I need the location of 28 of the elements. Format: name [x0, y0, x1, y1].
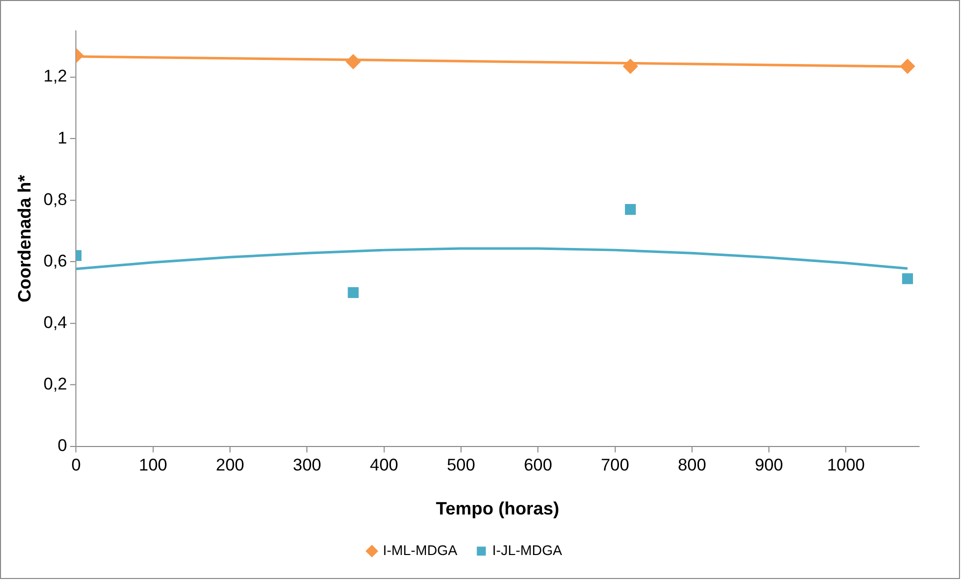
x-tick-label: 500 — [446, 455, 476, 474]
x-tick-label: 200 — [216, 455, 244, 474]
legend-label: I-ML-MDGA — [382, 542, 458, 558]
x-tick-label: 800 — [678, 455, 706, 474]
x-tick-label: 700 — [600, 455, 630, 474]
x-tick-label: 600 — [524, 455, 552, 474]
x-tick-label: 300 — [292, 455, 322, 474]
y-tick-label: 1 — [58, 128, 68, 148]
y-tick-label: 1,2 — [44, 66, 68, 86]
y-tick-label: 0,4 — [44, 313, 68, 332]
point — [348, 287, 359, 298]
y-tick-label: 0,6 — [44, 251, 68, 270]
x-tick-label: 400 — [370, 455, 398, 474]
point — [346, 54, 361, 70]
y-axis-title: Coordenada h* — [14, 174, 35, 302]
y-tick-label: 0,8 — [44, 190, 68, 209]
x-axis-title: Tempo (horas) — [436, 498, 560, 518]
x-tick-label: 1000 — [827, 455, 865, 474]
x-tick-label: 100 — [138, 455, 168, 474]
point — [624, 204, 636, 215]
y-tick-label: 0,2 — [44, 374, 68, 394]
x-tick-label: 0 — [71, 455, 81, 474]
point — [622, 58, 638, 74]
x-tick-label: 900 — [754, 455, 784, 474]
legend-label: I-JL-MDGA — [492, 542, 563, 558]
point — [900, 58, 916, 74]
y-tick-label: 0 — [58, 436, 68, 456]
point — [902, 273, 913, 284]
